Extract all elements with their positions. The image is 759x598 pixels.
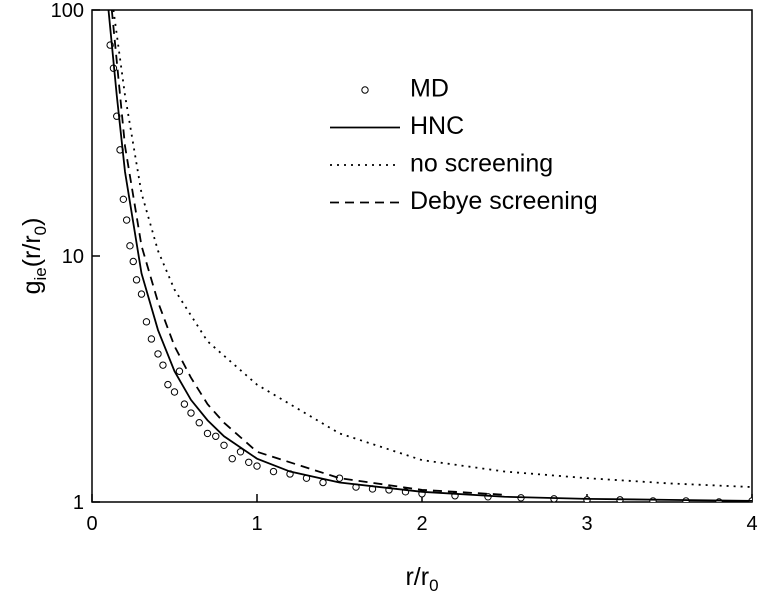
data-point: [154, 350, 162, 358]
x-tick-label: 1: [251, 513, 262, 535]
data-point: [195, 419, 203, 427]
legend-label: no screening: [410, 150, 553, 178]
x-tick-label: 2: [416, 513, 427, 535]
legend-marker: [361, 86, 369, 94]
legend-label: HNC: [410, 112, 464, 140]
subscript: 0: [31, 226, 50, 235]
data-point: [175, 367, 184, 375]
data-point: [319, 478, 327, 487]
plot-area: [106, 10, 752, 502]
x-tick-label: 3: [581, 513, 592, 535]
data-point: [126, 242, 134, 250]
y-tick-label: 100: [51, 0, 84, 22]
y-tick-label: 10: [62, 246, 84, 268]
data-point: [245, 458, 253, 467]
data-point: [253, 462, 261, 470]
data-point: [220, 441, 228, 450]
subscript: 0: [429, 576, 438, 595]
data-point: [228, 454, 236, 463]
data-point: [649, 497, 657, 502]
label-part: ): [18, 218, 46, 226]
data-point: [203, 429, 212, 438]
data-point: [142, 318, 151, 326]
data-point: [119, 195, 128, 204]
data-point: [122, 216, 131, 224]
data-point: [187, 409, 195, 417]
data-point: [170, 388, 179, 396]
series-line: [107, 10, 752, 502]
label-part: r/r: [405, 563, 429, 591]
x-tick-label: 4: [746, 513, 757, 535]
label-part: g: [18, 281, 46, 295]
data-point: [129, 257, 137, 266]
data-point: [147, 335, 156, 343]
y-axis-label: gie(r/r0): [18, 218, 50, 295]
label-part: (r/r: [18, 235, 46, 267]
legend-label: Debye screening: [410, 187, 598, 215]
subscript: ie: [31, 267, 50, 280]
x-tick-label: 0: [86, 513, 97, 535]
data-point: [180, 400, 189, 408]
data-point: [132, 276, 141, 284]
data-point: [137, 290, 146, 298]
data-point: [236, 448, 245, 456]
legend-label: MD: [410, 75, 449, 103]
series-line: [110, 10, 505, 496]
x-axis-label: r/r0: [405, 563, 438, 595]
data-point: [335, 474, 344, 482]
data-point: [159, 361, 167, 369]
data-point: [164, 380, 172, 389]
data-point: [212, 432, 220, 440]
series-line: [112, 10, 752, 488]
data-point: [269, 467, 278, 476]
y-tick-label: 1: [73, 492, 84, 514]
